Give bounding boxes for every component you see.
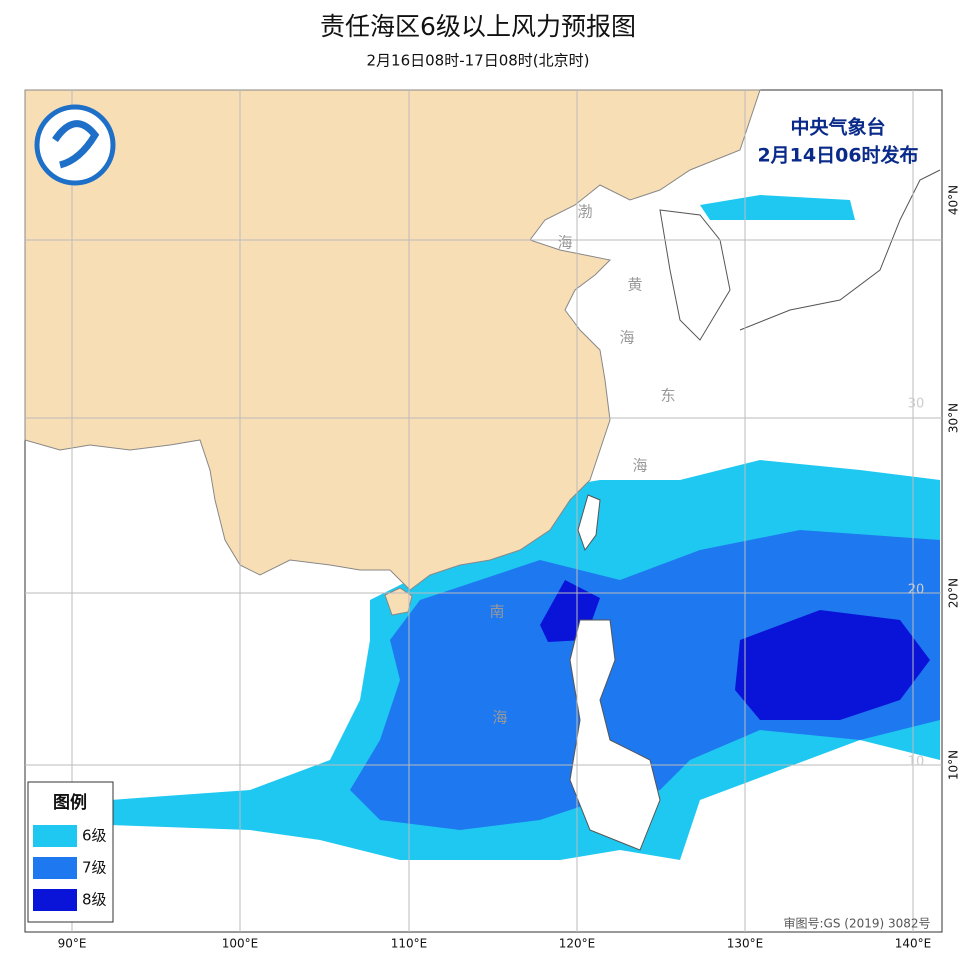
- sea-label: 海: [557, 234, 572, 252]
- land-hainan: [384, 587, 413, 616]
- lon-label: 100°E: [222, 937, 259, 951]
- subtitle: 2月16日08时-17日08时(北京时): [366, 52, 589, 70]
- legend-swatch: [33, 825, 77, 847]
- lat-label: 20°N: [947, 578, 961, 608]
- wind-7: [350, 530, 940, 830]
- graticule: [25, 90, 942, 932]
- lat-label: 30°N: [947, 403, 961, 433]
- legend-swatch: [33, 857, 77, 879]
- legend-item: 6级: [82, 827, 107, 845]
- sea-label: 海: [492, 709, 507, 727]
- inner-lat-label: 20: [908, 583, 925, 598]
- sea-label: 海: [632, 457, 647, 475]
- lon-labels: 90°E 100°E 110°E 120°E 130°E 140°E: [58, 937, 932, 951]
- footer: 审图号:GS (2019) 3082号: [783, 916, 930, 931]
- legend-swatch: [33, 889, 77, 911]
- inner-lat-label: 10: [908, 755, 925, 770]
- issuer-time: 2月14日06时发布: [757, 144, 918, 167]
- issuer-name: 中央气象台: [790, 116, 885, 139]
- title: 责任海区6级以上风力预报图: [320, 12, 636, 41]
- coast-japan: [739, 169, 941, 331]
- land-taiwan: [577, 494, 601, 552]
- legend: 图例 6级 7级 8级: [27, 781, 114, 923]
- lon-label: 120°E: [559, 937, 596, 951]
- lon-label: 90°E: [58, 937, 87, 951]
- lon-label: 140°E: [895, 937, 932, 951]
- legend-item: 7级: [82, 859, 107, 877]
- lat-labels: 40°N 30°N 20°N 10°N: [947, 185, 961, 780]
- sea-label: 黄: [627, 276, 642, 294]
- lat-label: 10°N: [947, 750, 961, 780]
- inner-lat-label: 30: [908, 397, 925, 412]
- lon-label: 130°E: [727, 937, 764, 951]
- sea-label: 南: [489, 603, 504, 621]
- legend-item: 8级: [82, 891, 107, 909]
- sea-label: 海: [619, 329, 634, 347]
- lat-label: 40°N: [947, 185, 961, 215]
- lon-label: 110°E: [391, 937, 428, 951]
- sea-label: 东: [660, 387, 675, 405]
- land-china: [24, 89, 761, 591]
- inner-lat-labels: 30 20 10: [908, 397, 925, 770]
- logo-mark: [52, 120, 100, 169]
- land-philippines: [569, 619, 661, 851]
- wind-6-north: [700, 195, 855, 220]
- legend-title: 图例: [53, 792, 87, 813]
- land-korea: [659, 209, 731, 341]
- sea-label: 渤: [577, 203, 592, 221]
- logo: [34, 104, 116, 186]
- wind-8: [735, 610, 930, 720]
